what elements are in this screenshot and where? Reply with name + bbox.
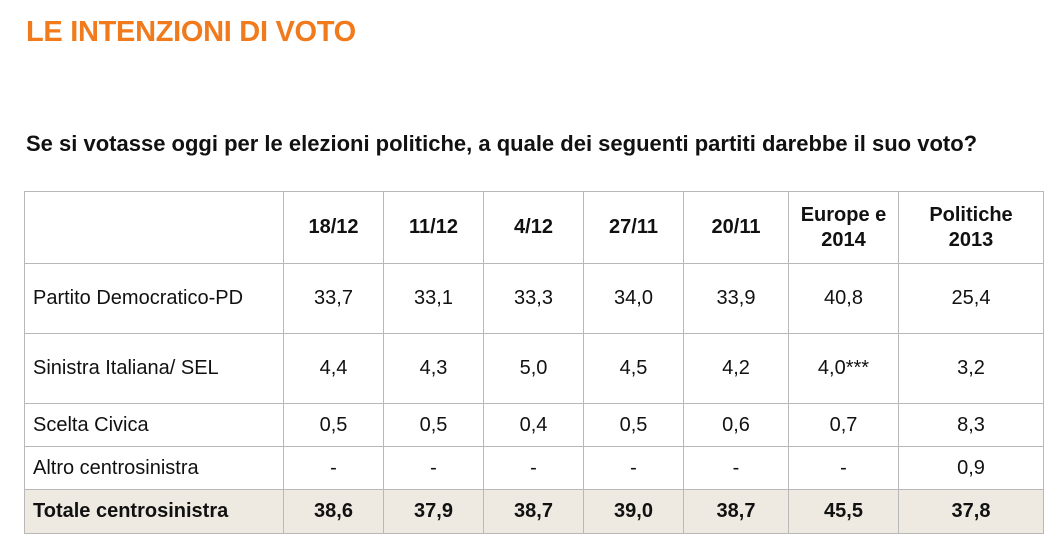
table-cell: - <box>683 446 789 490</box>
total-cell: 45,5 <box>788 489 899 534</box>
table-cell: 33,7 <box>283 263 384 334</box>
row-label: Partito Democratico-PD <box>24 263 284 334</box>
table-cell: 25,4 <box>898 263 1044 334</box>
voting-intentions-table: 18/12 11/12 4/12 27/11 20/11 Europe e 20… <box>24 191 1044 534</box>
table-cell: 34,0 <box>583 263 684 334</box>
total-label: Totale centrosinistra <box>24 489 284 534</box>
column-header-europee-2014: Europe e 2014 <box>788 191 899 264</box>
table-cell: 4,2 <box>683 333 789 404</box>
table-cell: 3,2 <box>898 333 1044 404</box>
column-header-party <box>24 191 284 264</box>
table-cell: 33,1 <box>383 263 484 334</box>
table-cell: - <box>283 446 384 490</box>
row-label: Scelta Civica <box>24 403 284 447</box>
column-header-18-12: 18/12 <box>283 191 384 264</box>
page-title: LE INTENZIONI DI VOTO <box>26 16 356 48</box>
table-cell: - <box>788 446 899 490</box>
row-label: Altro centrosinistra <box>24 446 284 490</box>
table-cell: 4,0*** <box>788 333 899 404</box>
column-header-20-11: 20/11 <box>683 191 789 264</box>
table-row: Altro centrosinistra - - - - - - 0,9 <box>24 446 1044 490</box>
table-cell: 8,3 <box>898 403 1044 447</box>
total-cell: 38,7 <box>683 489 789 534</box>
table-cell: - <box>483 446 584 490</box>
table-cell: 0,5 <box>583 403 684 447</box>
total-cell: 38,7 <box>483 489 584 534</box>
table-cell: 0,6 <box>683 403 789 447</box>
total-cell: 37,8 <box>898 489 1044 534</box>
total-row: Totale centrosinistra 38,6 37,9 38,7 39,… <box>24 489 1044 534</box>
table-header-row: 18/12 11/12 4/12 27/11 20/11 Europe e 20… <box>24 191 1044 264</box>
table-cell: 0,4 <box>483 403 584 447</box>
table-cell: - <box>383 446 484 490</box>
table-cell: - <box>583 446 684 490</box>
total-cell: 39,0 <box>583 489 684 534</box>
table-row: Partito Democratico-PD 33,7 33,1 33,3 34… <box>24 263 1044 334</box>
table-cell: 5,0 <box>483 333 584 404</box>
table-row: Sinistra Italiana/ SEL 4,4 4,3 5,0 4,5 4… <box>24 333 1044 404</box>
table-cell: 33,3 <box>483 263 584 334</box>
table-cell: 0,5 <box>383 403 484 447</box>
table-cell: 0,9 <box>898 446 1044 490</box>
table-cell: 40,8 <box>788 263 899 334</box>
table-cell: 4,4 <box>283 333 384 404</box>
column-header-11-12: 11/12 <box>383 191 484 264</box>
row-label: Sinistra Italiana/ SEL <box>24 333 284 404</box>
column-header-27-11: 27/11 <box>583 191 684 264</box>
table-cell: 0,5 <box>283 403 384 447</box>
survey-question: Se si votasse oggi per le elezioni polit… <box>26 131 978 156</box>
column-header-politiche-2013: Politiche 2013 <box>898 191 1044 264</box>
table-cell: 4,3 <box>383 333 484 404</box>
total-cell: 37,9 <box>383 489 484 534</box>
table-row: Scelta Civica 0,5 0,5 0,4 0,5 0,6 0,7 8,… <box>24 403 1044 447</box>
column-header-4-12: 4/12 <box>483 191 584 264</box>
total-cell: 38,6 <box>283 489 384 534</box>
table-cell: 33,9 <box>683 263 789 334</box>
table-cell: 0,7 <box>788 403 899 447</box>
table-cell: 4,5 <box>583 333 684 404</box>
